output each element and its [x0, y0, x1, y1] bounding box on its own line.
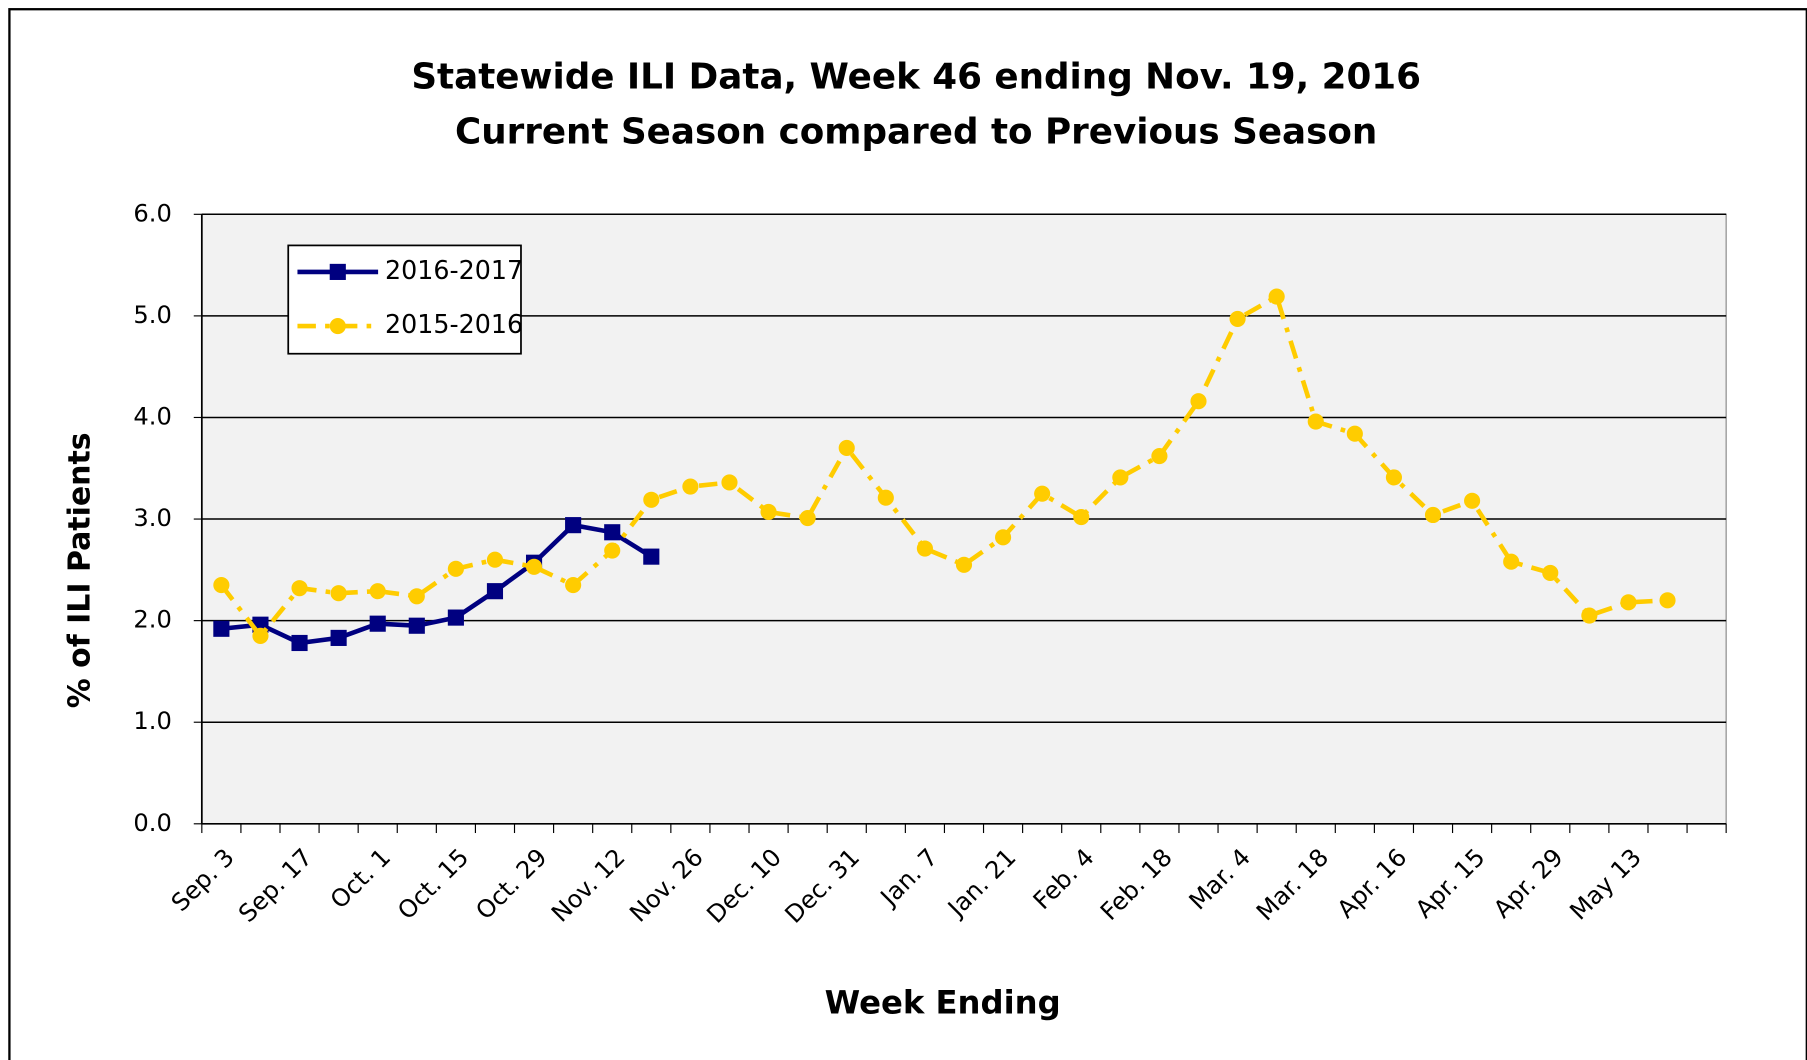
- marker: [1424, 506, 1442, 524]
- marker: [252, 627, 269, 644]
- marker: [330, 585, 347, 602]
- marker: [995, 529, 1012, 546]
- marker: [604, 524, 621, 541]
- marker: [682, 478, 699, 495]
- y-tick-label: 6.0: [133, 199, 171, 227]
- marker: [447, 609, 464, 626]
- legend-box: [287, 244, 522, 355]
- marker: [369, 615, 386, 632]
- marker: [486, 583, 504, 600]
- marker: [1346, 425, 1363, 442]
- marker: [213, 620, 230, 637]
- marker: [760, 503, 777, 521]
- legend: 2016-2017 2015-2016: [287, 244, 523, 355]
- legend-label: 2015-2016: [385, 309, 523, 339]
- legend-label: 2016-2017: [385, 255, 523, 285]
- marker: [1542, 564, 1559, 581]
- marker: [291, 580, 308, 597]
- marker: [213, 577, 230, 594]
- marker: [721, 474, 738, 491]
- marker: [1151, 448, 1168, 465]
- marker: [838, 439, 855, 457]
- chart-subtitle: Current Season compared to Previous Seas…: [455, 112, 1377, 153]
- y-tick-label: 4.0: [133, 402, 171, 430]
- marker: [486, 551, 504, 568]
- y-tick-label: 0.0: [133, 809, 171, 837]
- marker: [955, 556, 973, 573]
- marker: [799, 509, 816, 527]
- marker: [1464, 492, 1481, 509]
- marker: [643, 548, 660, 565]
- marker: [1385, 469, 1402, 486]
- marker: [604, 542, 621, 559]
- marker: [330, 629, 347, 646]
- marker: [643, 491, 660, 508]
- marker: [525, 558, 543, 575]
- marker: [1034, 485, 1051, 502]
- marker: [1581, 607, 1598, 624]
- y-tick-label: 3.0: [133, 504, 171, 532]
- chart-title: Statewide ILI Data, Week 46 ending Nov. …: [411, 56, 1421, 97]
- marker: [1307, 413, 1324, 430]
- marker: [1073, 508, 1090, 526]
- marker: [1190, 393, 1207, 410]
- x-axis-label: Week Ending: [825, 984, 1061, 1022]
- marker: [408, 588, 425, 605]
- y-tick-label: 1.0: [133, 707, 171, 735]
- marker: [1229, 310, 1246, 328]
- y-axis-label: % of ILI Patients: [62, 432, 97, 708]
- marker: [447, 560, 464, 577]
- marker: [565, 517, 582, 534]
- marker: [291, 634, 308, 652]
- marker: [369, 583, 386, 600]
- y-tick-label: 2.0: [133, 606, 171, 634]
- marker: [1112, 469, 1129, 486]
- marker: [408, 617, 425, 634]
- marker: [1620, 594, 1637, 611]
- marker: [916, 540, 933, 557]
- marker: [565, 577, 582, 594]
- marker: [877, 489, 894, 506]
- y-tick-label: 5.0: [133, 301, 171, 329]
- marker: [1503, 553, 1520, 570]
- marker: [1268, 288, 1285, 305]
- marker: [1659, 592, 1676, 609]
- legend-marker: [329, 318, 346, 335]
- legend-marker: [329, 263, 346, 280]
